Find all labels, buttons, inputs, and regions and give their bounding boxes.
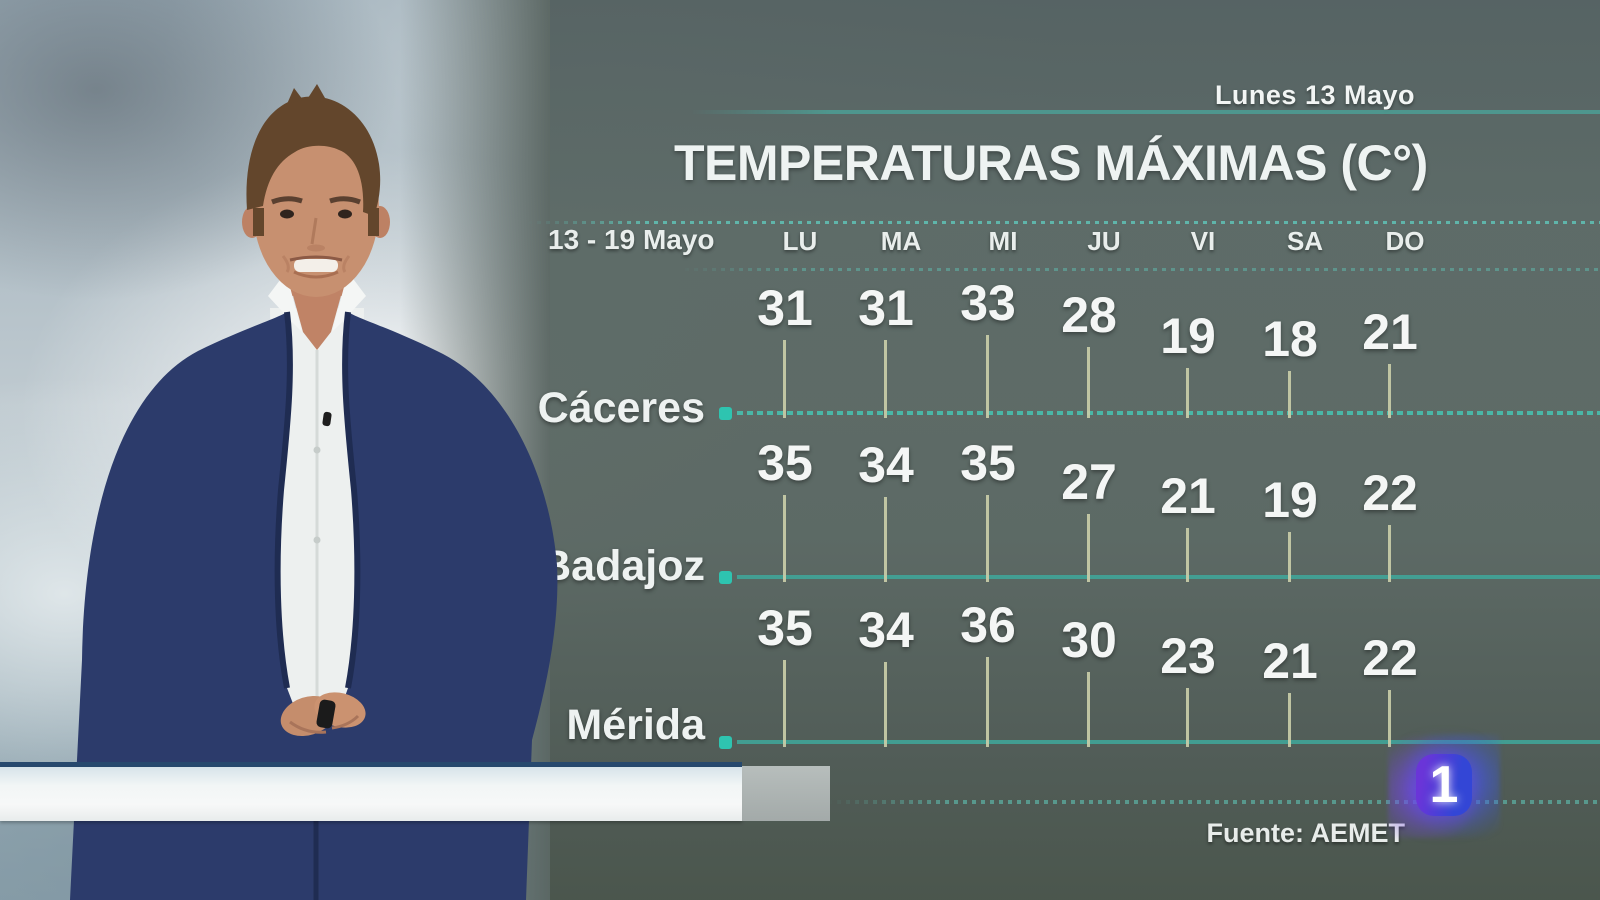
week-range-label: 13 - 19 Mayo (548, 224, 715, 255)
temp-stem (1288, 532, 1291, 582)
dotted-divider-top (528, 221, 1600, 224)
temp-value: 36 (960, 597, 1016, 654)
page-title: TEMPERATURAS MÁXIMAS (C°) (674, 135, 1428, 191)
temp-value: 28 (1061, 287, 1117, 344)
dotted-divider-bottom (676, 268, 1600, 271)
temp-stem (1087, 513, 1090, 582)
day-label: MI (988, 226, 1018, 256)
temp-value: 22 (1362, 465, 1418, 522)
temp-value: 35 (757, 434, 813, 491)
row-dot (719, 407, 732, 420)
row-baseline (737, 740, 1600, 744)
temp-stem (783, 659, 786, 747)
temp-value: 21 (1160, 467, 1216, 524)
la1-logo-digit: 1 (1429, 756, 1459, 814)
day-label: SA (1286, 226, 1324, 256)
dotted-footer-line (828, 800, 1600, 804)
temp-stem (986, 494, 989, 582)
temp-value: 27 (1061, 453, 1117, 510)
temp-value: 22 (1362, 630, 1418, 687)
presenter-face (253, 119, 379, 297)
day-label: LU (782, 226, 818, 256)
row-dot (719, 571, 732, 584)
lower-third-bar (0, 767, 742, 821)
temp-stem (1388, 690, 1391, 747)
temp-value: 21 (1362, 303, 1418, 360)
temp-stem (783, 340, 786, 418)
temp-stem (986, 335, 989, 418)
weather-presenter (70, 84, 558, 900)
city-label: Cáceres (537, 384, 705, 432)
temp-value: 30 (1061, 611, 1117, 668)
temp-stem (1087, 671, 1090, 747)
temp-value: 33 (960, 275, 1016, 332)
temp-value: 31 (757, 280, 813, 337)
temp-stem (884, 662, 887, 747)
temp-stem (986, 657, 989, 747)
temp-value: 19 (1160, 308, 1216, 365)
day-label: DO (1385, 226, 1425, 256)
temp-stem (1388, 525, 1391, 582)
presenter-hands (280, 692, 366, 737)
temp-stem (1186, 527, 1189, 582)
presenter-clicker (316, 699, 336, 729)
city-label: Mérida (566, 701, 705, 749)
day-label: MA (880, 226, 922, 256)
day-label: VI (1190, 226, 1216, 256)
temp-stem (1288, 692, 1291, 747)
day-label: JU (1087, 226, 1121, 256)
temp-stem (1186, 687, 1189, 747)
lower-third-bar-tail (742, 766, 830, 821)
presenter-hair (246, 96, 381, 216)
temp-value: 34 (858, 602, 914, 659)
temp-value: 31 (858, 280, 914, 337)
temp-stem (1186, 368, 1189, 418)
temp-stem (884, 497, 887, 582)
row-baseline (737, 575, 1600, 579)
lower-third-border (0, 762, 742, 767)
source-credit: Fuente: AEMET (1206, 818, 1406, 848)
temp-stem (783, 494, 786, 582)
header-rule (690, 110, 1600, 114)
temp-stem (884, 340, 887, 418)
row-baseline (737, 411, 1600, 415)
temp-value: 23 (1160, 627, 1216, 684)
lapel-mic (322, 411, 332, 427)
presenter-suit (70, 312, 558, 900)
temp-value: 35 (757, 599, 813, 656)
temp-value: 21 (1262, 632, 1318, 689)
temp-value: 34 (858, 437, 914, 494)
la1-logo-core: 1 (1416, 754, 1472, 816)
temp-value: 19 (1262, 472, 1318, 529)
temp-stem (1288, 370, 1291, 418)
la1-channel-logo: 1 (1396, 742, 1492, 830)
broadcast-date: Lunes 13 Mayo (1214, 80, 1415, 110)
row-dot (719, 736, 732, 749)
temp-stem (1388, 363, 1391, 418)
temp-value: 35 (960, 434, 1016, 491)
temp-value: 18 (1262, 310, 1318, 367)
temp-stem (1087, 347, 1090, 418)
city-label: Badajoz (540, 542, 705, 590)
